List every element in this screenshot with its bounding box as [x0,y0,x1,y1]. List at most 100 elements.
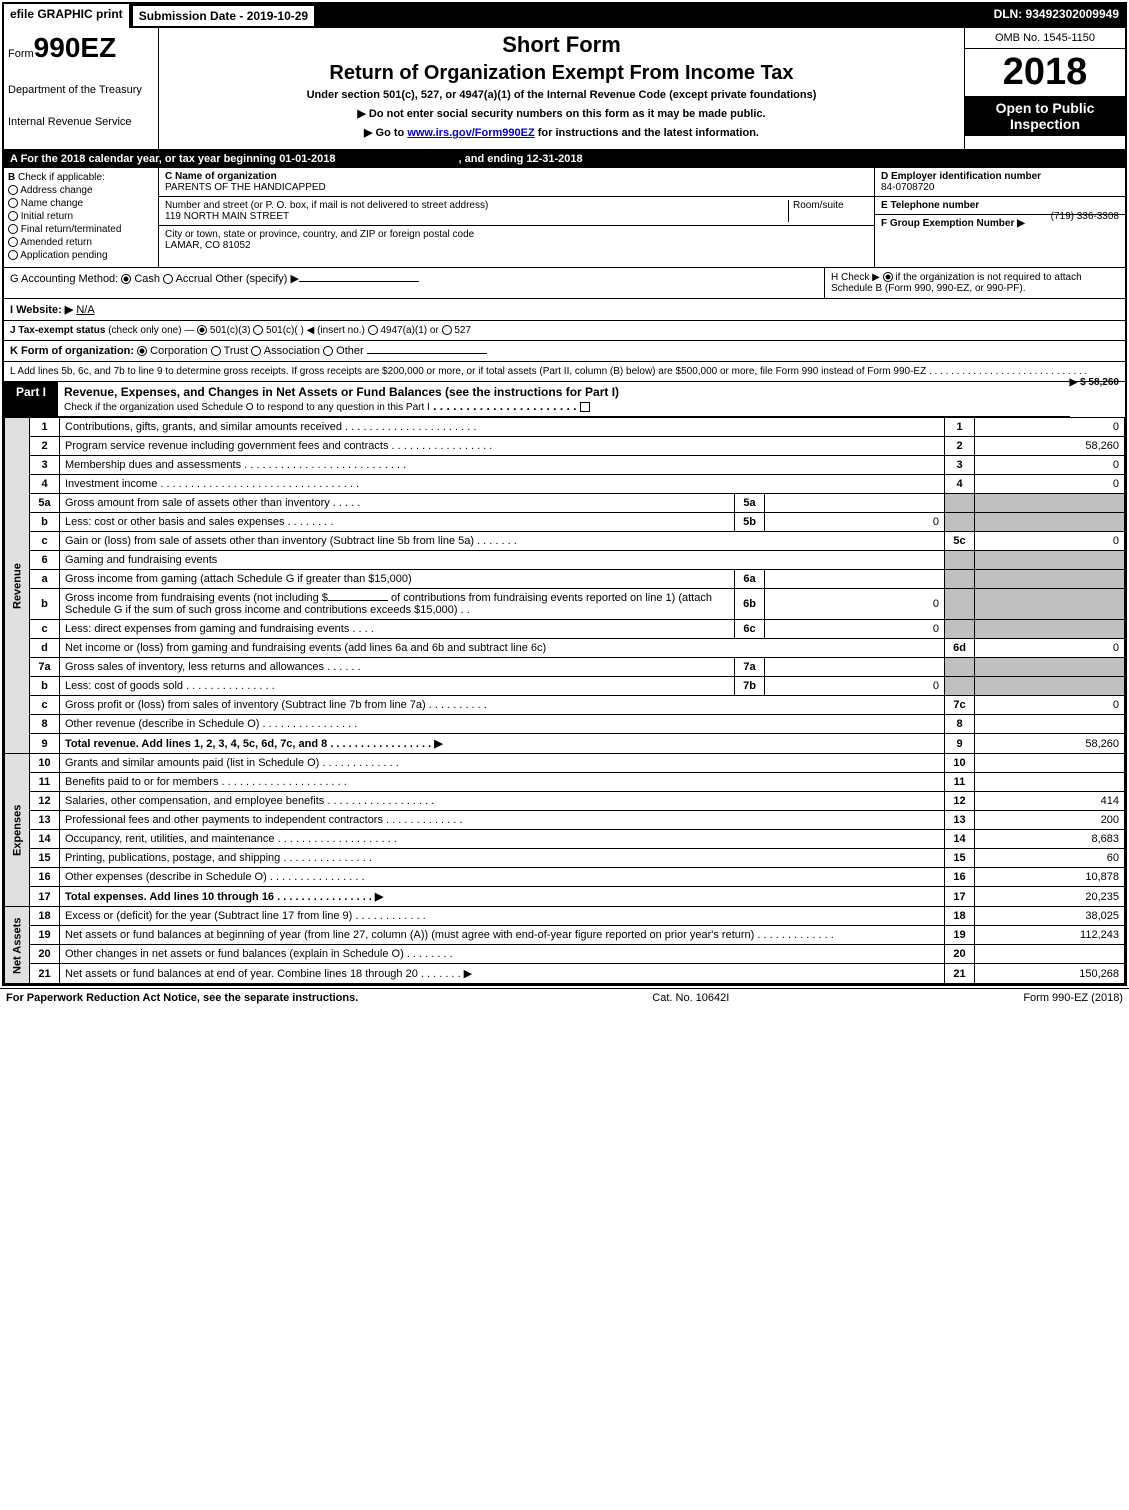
opt-501c3: 501(c)(3) [210,325,251,336]
line-6a-sb: 6a [735,570,765,589]
radio-assoc[interactable] [251,346,261,356]
line-12-desc: Salaries, other compensation, and employ… [65,795,324,807]
chk-addr-change[interactable] [8,185,18,195]
radio-527[interactable] [442,325,452,335]
line-10-ref: 10 [945,754,975,773]
chk-pending[interactable] [8,250,18,260]
j-label: J Tax-exempt status [10,325,105,336]
line-6c-num: c [30,620,60,639]
addr-label: Number and street (or P. O. box, if mail… [165,200,488,211]
chk-final[interactable] [8,224,18,234]
opt-accrual: Accrual [176,273,213,285]
line-5c-val: 0 [975,532,1125,551]
f-label: F Group Exemption Number ▶ [881,218,1025,229]
line-12-ref: 12 [945,792,975,811]
opt-initial: Initial return [21,211,73,222]
opt-other: Other (specify) ▶ [215,273,299,285]
line-7a-desc: Gross sales of inventory, less returns a… [65,661,324,673]
line-8-val [975,715,1125,734]
radio-other-org[interactable] [323,346,333,356]
footer-right: Form 990-EZ (2018) [1023,992,1123,1004]
line-21-num: 21 [30,964,60,984]
tax-year: 2018 [965,49,1125,96]
line-13-ref: 13 [945,811,975,830]
l-text: L Add lines 5b, 6c, and 7b to line 9 to … [10,366,926,377]
line-5a-num: 5a [30,494,60,513]
line-10-desc: Grants and similar amounts paid (list in… [65,757,319,769]
line-15-desc: Printing, publications, postage, and shi… [65,852,280,864]
side-netassets: Net Assets [5,907,30,984]
part1-sub: Check if the organization used Schedule … [64,402,430,413]
line-16-desc: Other expenses (describe in Schedule O) [65,871,267,883]
g-label: G Accounting Method: [10,273,118,285]
line-6d-desc: Net income or (loss) from gaming and fun… [60,639,945,658]
line-1-desc: Contributions, gifts, grants, and simila… [65,421,342,433]
opt-trust: Trust [224,345,249,357]
opt-cash: Cash [134,273,160,285]
radio-accrual[interactable] [163,274,173,284]
line-9-num: 9 [30,734,60,754]
line-6c-desc: Less: direct expenses from gaming and fu… [65,623,349,635]
line-7a-sv [765,658,945,677]
part1-check[interactable] [580,402,590,412]
opt-name-change: Name change [21,198,83,209]
line-2-desc: Program service revenue including govern… [65,440,388,452]
irs-link[interactable]: www.irs.gov/Form990EZ [407,127,534,139]
chk-amended[interactable] [8,237,18,247]
line-19-ref: 19 [945,926,975,945]
line-7c-val: 0 [975,696,1125,715]
opt-other-org: Other [336,345,364,357]
line-1-val: 0 [975,418,1125,437]
opt-pending: Application pending [20,250,107,261]
city-value: LAMAR, CO 81052 [165,240,251,251]
chk-name-change[interactable] [8,198,18,208]
line-11-desc: Benefits paid to or for members [65,776,218,788]
side-revenue: Revenue [5,418,30,754]
opt-501c: 501(c)( ) ◀ (insert no.) [266,325,365,336]
row-a-begin: A For the 2018 calendar year, or tax yea… [10,153,335,165]
e-label: E Telephone number [881,200,979,211]
line-13-val: 200 [975,811,1125,830]
room-label: Room/suite [793,200,844,211]
line-7c-ref: 7c [945,696,975,715]
j-note: (check only one) — [108,325,194,336]
line-1-num: 1 [30,418,60,437]
line-7a-sb: 7a [735,658,765,677]
omb-number: OMB No. 1545-1150 [965,28,1125,49]
line-17-val: 20,235 [975,887,1125,907]
footer-mid: Cat. No. 10642I [652,992,729,1004]
line-6b-sv: 0 [765,589,945,620]
radio-4947[interactable] [368,325,378,335]
chk-initial[interactable] [8,211,18,221]
line-16-val: 10,878 [975,868,1125,887]
short-form-title: Short Form [165,32,958,58]
l-amount: ▶ $ 58,260 [1070,377,1119,388]
radio-501c3[interactable] [197,325,207,335]
radio-trust[interactable] [211,346,221,356]
radio-corp[interactable] [137,346,147,356]
line-17-num: 17 [30,887,60,907]
opt-assoc: Association [264,345,320,357]
label-b: B [8,172,15,183]
line-18-val: 38,025 [975,907,1125,926]
line-6-desc: Gaming and fundraising events [60,551,945,570]
open-public: Open to Public [969,100,1121,116]
radio-cash[interactable] [121,274,131,284]
line-2-ref: 2 [945,437,975,456]
dept-irs: Internal Revenue Service [8,116,154,128]
part1-title: Revenue, Expenses, and Changes in Net As… [64,385,619,399]
line-15-num: 15 [30,849,60,868]
check-applicable: Check if applicable: [18,172,105,183]
line-5b-sb: 5b [735,513,765,532]
line-7a-num: 7a [30,658,60,677]
line-11-ref: 11 [945,773,975,792]
line-9-val: 58,260 [975,734,1125,754]
h-checkbox[interactable] [883,272,893,282]
line-15-val: 60 [975,849,1125,868]
opt-addr-change: Address change [20,185,92,196]
radio-501c[interactable] [253,325,263,335]
line-9-desc: Total revenue. Add lines 1, 2, 3, 4, 5c,… [65,738,327,750]
city-label: City or town, state or province, country… [165,229,474,240]
line-7b-sb: 7b [735,677,765,696]
line-6b-sb: 6b [735,589,765,620]
